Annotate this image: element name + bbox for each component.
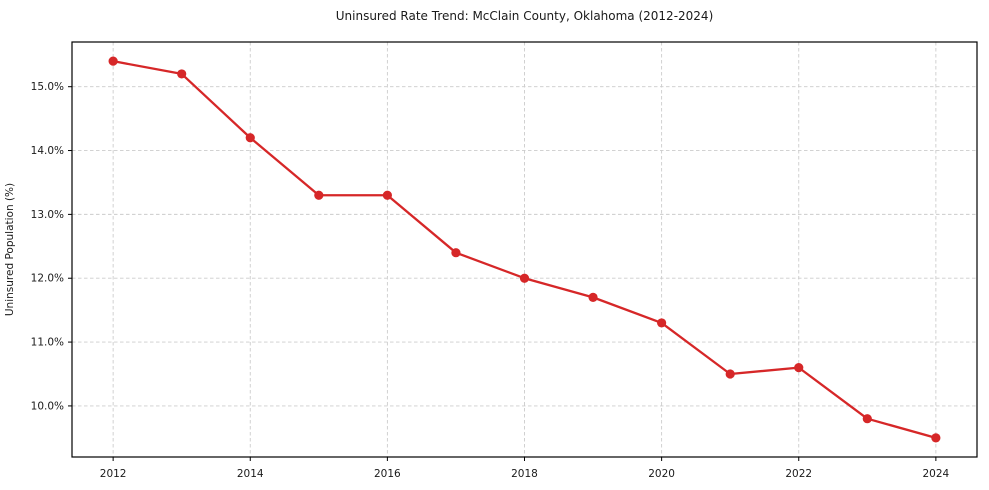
x-tick-label: 2012 [100,468,127,480]
y-axis-label: Uninsured Population (%) [4,183,16,316]
data-point [931,433,941,443]
x-tick-label: 2020 [648,468,675,480]
y-tick-label: 14.0% [31,145,64,157]
y-tick-label: 11.0% [31,337,64,349]
y-tick-label: 12.0% [31,273,64,285]
data-point [382,190,392,200]
x-tick-label: 2016 [374,468,401,480]
y-tick-label: 10.0% [31,400,64,412]
data-point [862,414,872,424]
data-point [451,248,461,258]
x-tick-label: 2022 [785,468,812,480]
data-point [588,292,598,302]
x-tick-label: 2014 [237,468,264,480]
data-point [314,190,324,200]
y-tick-label: 13.0% [31,209,64,221]
data-point [177,69,187,79]
data-point [657,318,667,328]
x-tick-label: 2018 [511,468,538,480]
data-point [519,273,530,283]
y-tick-label: 15.0% [31,81,64,93]
data-point [108,56,118,66]
data-point [245,133,255,143]
data-point [794,363,804,373]
chart-title: Uninsured Rate Trend: McClain County, Ok… [336,9,714,23]
x-tick-label: 2024 [922,468,949,480]
data-point [725,369,735,379]
